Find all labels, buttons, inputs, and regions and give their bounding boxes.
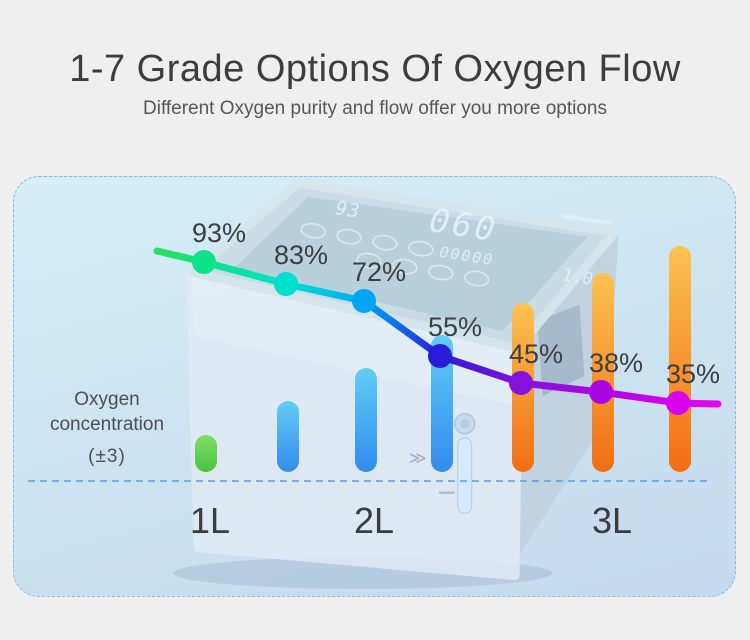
page-subtitle: Different Oxygen purity and flow offer y… [143, 98, 607, 119]
y-axis-tolerance: (±3) [88, 446, 126, 467]
chart-panel: 93 060 00000 1.0 [13, 176, 736, 597]
touch-button-icon [300, 222, 326, 239]
y-axis-label-line2: concentration [49, 414, 165, 435]
device-brand-mark [562, 214, 612, 226]
y-axis-label-line1: Oxygen [74, 389, 140, 410]
page-title: 1-7 Grade Options Of Oxygen Flow [69, 48, 681, 90]
header: 1-7 Grade Options Of Oxygen Flow Differe… [0, 48, 750, 120]
touch-button-icon [336, 228, 362, 245]
y-axis-label: Oxygen concentration (±3) [27, 387, 187, 469]
flow-meter-tube [457, 437, 473, 514]
outlet-knob-center [460, 419, 470, 429]
device-display-left: 93 [334, 197, 362, 223]
airflow-icon: ≫ [409, 449, 427, 468]
max-mark [438, 491, 455, 494]
